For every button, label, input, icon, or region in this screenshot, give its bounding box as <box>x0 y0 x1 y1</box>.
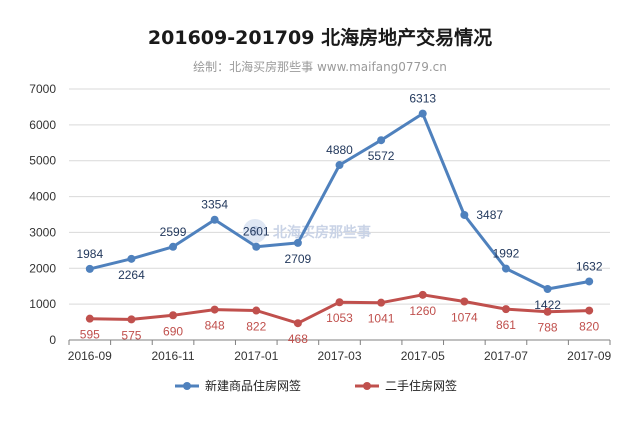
x-axis: 2016-09 2016-11 2017-01 2017-03 2017-05 2017-… <box>68 339 612 363</box>
data-label: 1053 <box>326 311 353 325</box>
data-label: 861 <box>496 318 516 332</box>
gridlines <box>69 88 610 341</box>
chart-title: 201609-201709 北海房地产交易情况 <box>148 26 492 49</box>
legend-item: 二手住房网签 <box>355 378 457 393</box>
legend-marker-icon <box>183 382 191 390</box>
legend-label: 新建商品住房网签 <box>205 378 301 393</box>
data-point <box>85 264 94 273</box>
data-point <box>501 264 510 273</box>
data-label: 820 <box>579 320 599 334</box>
data-point <box>252 242 261 251</box>
legend-marker-icon <box>363 382 371 390</box>
data-label: 575 <box>121 328 141 342</box>
data-label: 822 <box>246 320 266 334</box>
y-tick-label: 7000 <box>29 82 56 96</box>
data-label: 1992 <box>493 247 520 261</box>
series-2: 595 575 690 848 822 468 1053 1041 1260 1074 861 788… <box>80 290 600 346</box>
data-point <box>543 285 552 294</box>
y-tick-label: 1000 <box>29 297 56 311</box>
data-point <box>418 290 427 299</box>
data-point <box>377 298 386 307</box>
y-tick-label: 5000 <box>29 154 56 168</box>
x-tick-label: 2017-03 <box>317 349 361 363</box>
data-point <box>252 306 261 315</box>
data-point <box>127 254 136 263</box>
data-label: 1260 <box>409 304 436 318</box>
data-point <box>293 319 302 328</box>
data-label: 2601 <box>243 225 270 239</box>
data-label: 2709 <box>285 252 312 266</box>
data-point <box>460 297 469 306</box>
data-label: 3354 <box>201 198 228 212</box>
series-layer: 1984 2264 2599 3354 2601 2709 4880 5572 6313 3487… <box>76 92 602 347</box>
data-label: 1984 <box>76 247 103 261</box>
data-point <box>335 161 344 170</box>
data-label: 1632 <box>576 259 603 273</box>
data-point <box>585 277 594 286</box>
x-tick-label: 2016-11 <box>151 349 194 363</box>
data-point <box>585 306 594 315</box>
y-tick-label: 0 <box>49 333 56 347</box>
series-1: 1984 2264 2599 3354 2601 2709 4880 5572 6313 3487… <box>76 92 602 312</box>
legend-item: 新建商品住房网签 <box>175 378 301 393</box>
data-label: 690 <box>163 324 183 338</box>
x-tick-label: 2017-01 <box>234 349 278 363</box>
chart-subtitle: 绘制：北海买房那些事 www.maifang0779.cn <box>193 59 447 74</box>
data-label: 4880 <box>326 143 353 157</box>
series-line <box>89 112 590 291</box>
data-point <box>169 311 178 320</box>
y-axis: 0 1000 2000 3000 4000 5000 6000 7000 <box>29 82 56 347</box>
data-point <box>418 109 427 118</box>
data-label: 3487 <box>476 208 503 222</box>
data-point <box>210 215 219 224</box>
data-point <box>127 315 136 324</box>
data-point <box>293 238 302 247</box>
data-point <box>501 305 510 314</box>
data-point <box>543 307 552 316</box>
y-tick-label: 2000 <box>29 261 56 275</box>
data-point <box>460 210 469 219</box>
legend-label: 二手住房网签 <box>385 378 457 393</box>
x-tick-label: 2017-07 <box>484 349 528 363</box>
y-tick-label: 6000 <box>29 118 56 132</box>
y-tick-label: 3000 <box>29 225 56 239</box>
data-label: 5572 <box>368 149 395 163</box>
legend: 新建商品住房网签 二手住房网签 <box>175 378 457 393</box>
data-point <box>210 305 219 314</box>
watermark-text: 北海买房那些事 <box>273 224 371 241</box>
x-tick-label: 2016-09 <box>68 349 112 363</box>
data-label: 788 <box>538 321 558 335</box>
x-tick-label: 2017-05 <box>401 349 445 363</box>
data-label: 1041 <box>368 312 395 326</box>
watermark-logo-inner-icon <box>250 226 260 236</box>
data-point <box>85 314 94 323</box>
data-label: 2599 <box>160 225 187 239</box>
watermark: 北海买房那些事 <box>243 219 371 243</box>
data-label: 848 <box>205 319 225 333</box>
data-label: 6313 <box>409 92 436 106</box>
data-point <box>335 298 344 307</box>
data-point <box>377 136 386 145</box>
data-label: 468 <box>288 332 308 346</box>
data-label: 1422 <box>534 298 561 312</box>
data-label: 595 <box>80 328 100 342</box>
data-point <box>169 242 178 251</box>
data-label: 2264 <box>118 268 145 282</box>
x-tick-label: 2017-09 <box>567 349 611 363</box>
y-tick-label: 4000 <box>29 190 56 204</box>
data-label: 1074 <box>451 310 478 324</box>
